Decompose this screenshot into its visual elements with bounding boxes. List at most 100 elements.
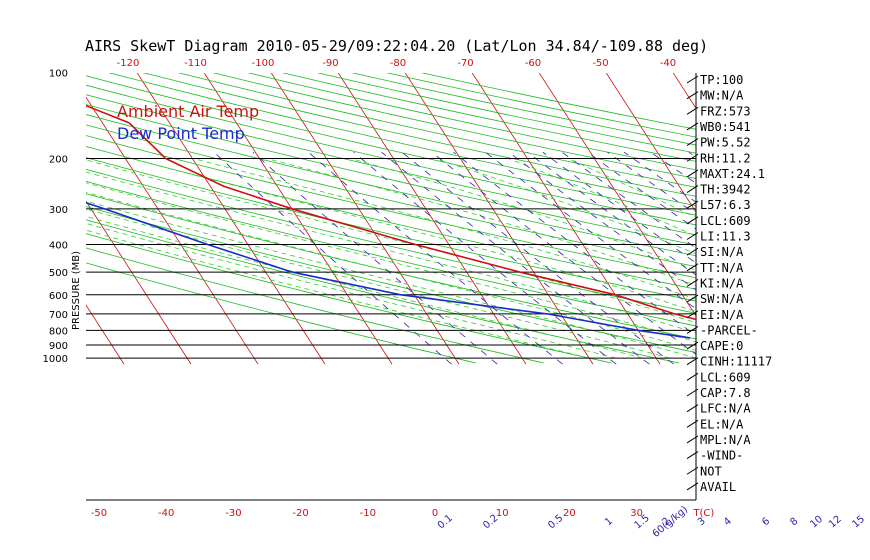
- pressure-tick-label: 700: [49, 310, 68, 321]
- panel-item: KI:N/A: [700, 276, 744, 290]
- dry-adiabat: [86, 247, 544, 364]
- panel-item: -WIND-: [700, 449, 743, 463]
- dry-adiabat: [86, 75, 696, 216]
- dry-adiabat: [86, 84, 696, 226]
- panel-item: SI:N/A: [700, 245, 744, 259]
- panel-item: CAP:7.8: [700, 386, 751, 400]
- dry-adiabat: [108, 73, 696, 207]
- dry-adiabat: [86, 124, 696, 268]
- bottom-temperature-tick: -40: [158, 508, 174, 519]
- mixing-ratio-line: [453, 151, 696, 337]
- mixing-ratio-line: [308, 151, 563, 365]
- panel-tick: [686, 122, 699, 131]
- dry-adiabat: [86, 206, 696, 353]
- panel-tick: [686, 75, 699, 84]
- panel-item: TT:N/A: [700, 261, 744, 275]
- mixing-ratio-label: 4: [722, 516, 734, 529]
- panel-tick: [686, 169, 699, 178]
- isotherm-line: [404, 73, 594, 365]
- mixing-ratio-label: 3: [696, 516, 708, 529]
- panel-tick: [686, 185, 699, 193]
- sounding-traces: [86, 104, 696, 339]
- panel-tick: [686, 419, 699, 428]
- panel-item: CAPE:0: [700, 339, 743, 353]
- chart-title: AIRS SkewT Diagram 2010-05-29/09:22:04.2…: [85, 37, 708, 55]
- legend: Ambient Air Temp Dew Point Temp: [117, 102, 259, 143]
- bottom-temperature-tick: -30: [225, 508, 241, 519]
- bottom-temperature-tick: 20: [563, 508, 576, 519]
- bottom-temperature-tick: -20: [292, 508, 308, 519]
- bottom-temperature-tick: -50: [91, 508, 107, 519]
- mixing-ratio-label: 8: [788, 516, 800, 529]
- panel-tick: [686, 451, 699, 460]
- mixing-ratio-line: [381, 151, 650, 365]
- pressure-tick-label: 300: [49, 205, 68, 216]
- panel-item: EI:N/A: [700, 308, 744, 322]
- mixing-ratio-label: 6: [760, 516, 772, 529]
- panel-tick: [686, 388, 699, 397]
- panel-tick: [686, 200, 699, 209]
- panel-item: MW:N/A: [700, 89, 744, 103]
- panel-item: EL:N/A: [700, 417, 744, 431]
- isotherm-line: [538, 73, 696, 317]
- panel-tick: [686, 138, 699, 147]
- top-temperature-tick: -120: [117, 58, 140, 69]
- panel-item: RH:11.2: [700, 151, 751, 165]
- top-temperature-tick: -110: [184, 58, 207, 69]
- top-temperature-tick: -90: [322, 58, 338, 69]
- panel-item: WB0:541: [700, 120, 751, 134]
- panel-tick: [686, 294, 699, 303]
- panel-item: MPL:N/A: [700, 433, 751, 447]
- top-temperature-tick: -60: [525, 58, 541, 69]
- panel-item: L57:6.3: [700, 198, 751, 212]
- top-temperature-tick: -70: [457, 58, 473, 69]
- pressure-tick-label: 900: [49, 341, 68, 352]
- panel-tick: [686, 357, 699, 366]
- isotherm-line: [86, 304, 125, 365]
- dry-adiabat: [86, 262, 476, 364]
- pressure-tick-label: 800: [49, 326, 68, 337]
- top-temperature-tick: -50: [592, 58, 608, 69]
- mixing-ratio-line: [353, 151, 617, 365]
- dry-adiabat: [86, 146, 696, 290]
- mixing-ratio-line: [213, 151, 452, 365]
- panel-tick: [686, 279, 699, 287]
- isotherm-line: [86, 200, 192, 365]
- moist-adiabat: [132, 158, 696, 313]
- panel-tick: [686, 106, 699, 115]
- panel-item: LCL:609: [700, 214, 751, 228]
- legend-entry: Dew Point Temp: [117, 124, 245, 143]
- moist-adiabat: [86, 222, 616, 359]
- y-axis-label: PRESSURE (MB): [71, 251, 82, 330]
- mixing-ratio-label: 1: [603, 516, 615, 529]
- top-temperature-tick: -100: [252, 58, 275, 69]
- mixing-ratio-line: [485, 151, 696, 310]
- dry-adiabat: [86, 168, 696, 314]
- bottom-temperature-tick: -10: [360, 508, 376, 519]
- panel-item: -PARCEL-: [700, 323, 758, 337]
- isotherm-line: [471, 73, 661, 365]
- isobars: 100 200 300 400 500 600 700 800 900 1000: [43, 69, 697, 501]
- panel-tick: [686, 404, 699, 413]
- panel-item: SW:N/A: [700, 292, 744, 306]
- isotherm-line: [270, 73, 460, 365]
- bottom-temperature-tick: T(C): [692, 508, 714, 519]
- pressure-tick-label: 1000: [43, 354, 68, 365]
- panel-tick: [686, 91, 699, 100]
- mixing-ratio-line: [431, 151, 696, 355]
- panel-item: MAXT:24.1: [700, 167, 765, 181]
- panel-tick: [686, 153, 699, 162]
- ambient-temp-line: [86, 104, 696, 321]
- panel-tick: [686, 232, 699, 240]
- dry-adiabat: [86, 193, 696, 340]
- mixing-ratio-line: [401, 151, 675, 365]
- mixing-ratio-line: [587, 151, 696, 230]
- panel-tick: [686, 372, 699, 381]
- isotherm-line: [136, 73, 326, 365]
- pressure-tick-label: 400: [49, 240, 68, 251]
- top-temperature-tick: -40: [660, 58, 676, 69]
- panel-tick: [686, 466, 699, 475]
- dewpoint-temp-line: [86, 201, 691, 339]
